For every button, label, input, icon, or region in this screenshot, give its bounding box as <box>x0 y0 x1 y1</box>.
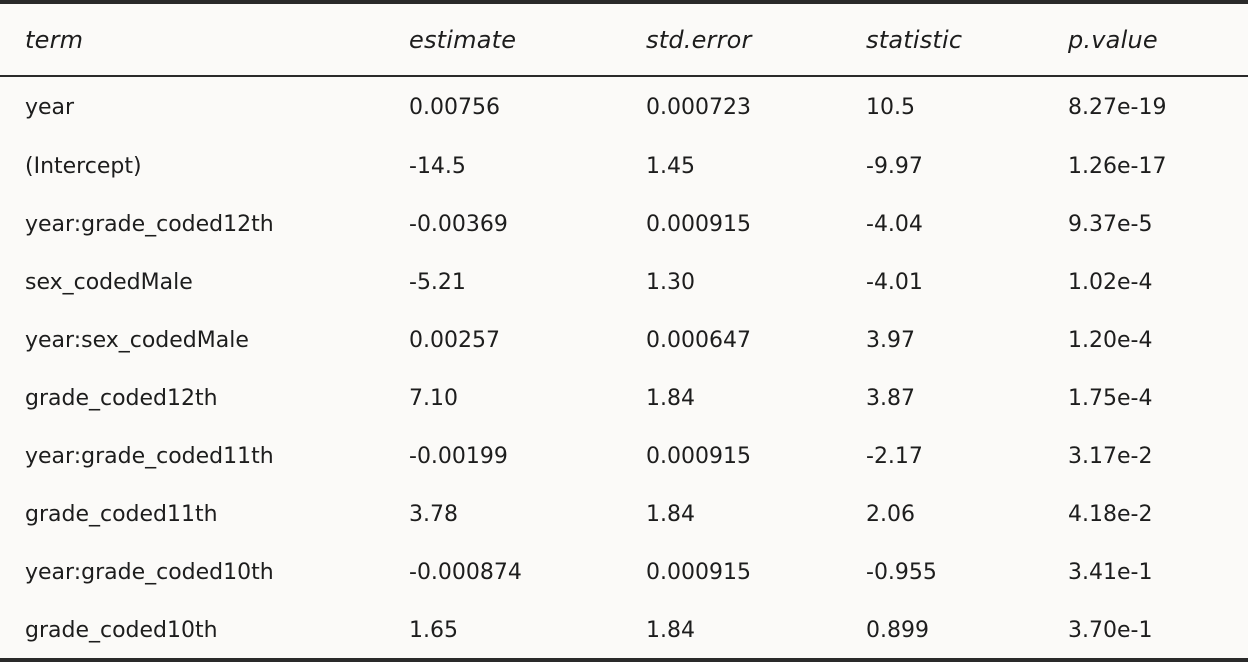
cell-p-value: 1.75e-4 <box>1068 385 1153 411</box>
header-estimate: estimate <box>404 4 642 77</box>
cell-p-value: 3.17e-2 <box>1068 443 1153 469</box>
cell-statistic: 3.97 <box>866 327 915 353</box>
cell-term: grade_coded12th <box>25 385 218 411</box>
table-row: year:grade_coded10th -0.000874 0.000915 … <box>0 543 1248 601</box>
cell-term: sex_codedMale <box>25 269 193 295</box>
table-row: grade_coded10th 1.65 1.84 0.899 3.70e-1 <box>0 601 1248 659</box>
cell-term: grade_coded10th <box>25 617 218 643</box>
cell-p-value: 8.27e-19 <box>1068 94 1167 120</box>
cell-std-error: 1.45 <box>646 153 695 179</box>
cell-std-error: 1.84 <box>646 501 695 527</box>
cell-statistic: -0.955 <box>866 559 937 585</box>
table-row: sex_codedMale -5.21 1.30 -4.01 1.02e-4 <box>0 253 1248 311</box>
table-row: grade_coded12th 7.10 1.84 3.87 1.75e-4 <box>0 369 1248 427</box>
cell-p-value: 1.20e-4 <box>1068 327 1153 353</box>
cell-std-error: 0.000915 <box>646 443 751 469</box>
cell-estimate: 7.10 <box>409 385 458 411</box>
cell-p-value: 1.02e-4 <box>1068 269 1153 295</box>
table-header: term estimate std.error statistic p.valu… <box>0 4 1248 77</box>
cell-statistic: 3.87 <box>866 385 915 411</box>
cell-statistic: -4.04 <box>866 211 923 237</box>
cell-term: (Intercept) <box>25 153 142 179</box>
cell-p-value: 4.18e-2 <box>1068 501 1153 527</box>
table-body: year 0.00756 0.000723 10.5 8.27e-19 (Int… <box>0 76 1248 659</box>
header-term: term <box>0 4 404 77</box>
table-row: year:grade_coded11th -0.00199 0.000915 -… <box>0 427 1248 485</box>
cell-statistic: -2.17 <box>866 443 923 469</box>
cell-estimate: -0.00369 <box>409 211 508 237</box>
header-statistic: statistic <box>862 4 1058 77</box>
cell-estimate: 1.65 <box>409 617 458 643</box>
cell-statistic: -9.97 <box>866 153 923 179</box>
cell-p-value: 1.26e-17 <box>1068 153 1167 179</box>
regression-results-table: term estimate std.error statistic p.valu… <box>0 4 1248 659</box>
cell-estimate: 0.00257 <box>409 327 500 353</box>
cell-std-error: 0.000915 <box>646 211 751 237</box>
table-row: year 0.00756 0.000723 10.5 8.27e-19 <box>0 76 1248 137</box>
header-std-error: std.error <box>642 4 862 77</box>
table-row: (Intercept) -14.5 1.45 -9.97 1.26e-17 <box>0 137 1248 195</box>
cell-term: year:grade_coded10th <box>25 559 274 585</box>
header-p-value: p.value <box>1058 4 1248 77</box>
cell-term: grade_coded11th <box>25 501 218 527</box>
cell-p-value: 9.37e-5 <box>1068 211 1153 237</box>
table-row: year:sex_codedMale 0.00257 0.000647 3.97… <box>0 311 1248 369</box>
cell-statistic: -4.01 <box>866 269 923 295</box>
cell-statistic: 10.5 <box>866 94 915 120</box>
cell-term: year:grade_coded12th <box>25 211 274 237</box>
cell-estimate: -14.5 <box>409 153 466 179</box>
cell-std-error: 0.000723 <box>646 94 751 120</box>
cell-p-value: 3.41e-1 <box>1068 559 1153 585</box>
cell-estimate: -5.21 <box>409 269 466 295</box>
cell-term: year:sex_codedMale <box>25 327 249 353</box>
table-row: grade_coded11th 3.78 1.84 2.06 4.18e-2 <box>0 485 1248 543</box>
cell-std-error: 1.84 <box>646 617 695 643</box>
cell-std-error: 0.000647 <box>646 327 751 353</box>
cell-estimate: -0.00199 <box>409 443 508 469</box>
cell-term: year:grade_coded11th <box>25 443 274 469</box>
table-row: year:grade_coded12th -0.00369 0.000915 -… <box>0 195 1248 253</box>
cell-std-error: 1.84 <box>646 385 695 411</box>
cell-estimate: 3.78 <box>409 501 458 527</box>
cell-estimate: -0.000874 <box>409 559 522 585</box>
cell-std-error: 0.000915 <box>646 559 751 585</box>
cell-statistic: 2.06 <box>866 501 915 527</box>
cell-term: year <box>25 94 75 120</box>
header-row: term estimate std.error statistic p.valu… <box>0 4 1248 77</box>
cell-std-error: 1.30 <box>646 269 695 295</box>
cell-p-value: 3.70e-1 <box>1068 617 1153 643</box>
cell-estimate: 0.00756 <box>409 94 500 120</box>
cell-statistic: 0.899 <box>866 617 929 643</box>
